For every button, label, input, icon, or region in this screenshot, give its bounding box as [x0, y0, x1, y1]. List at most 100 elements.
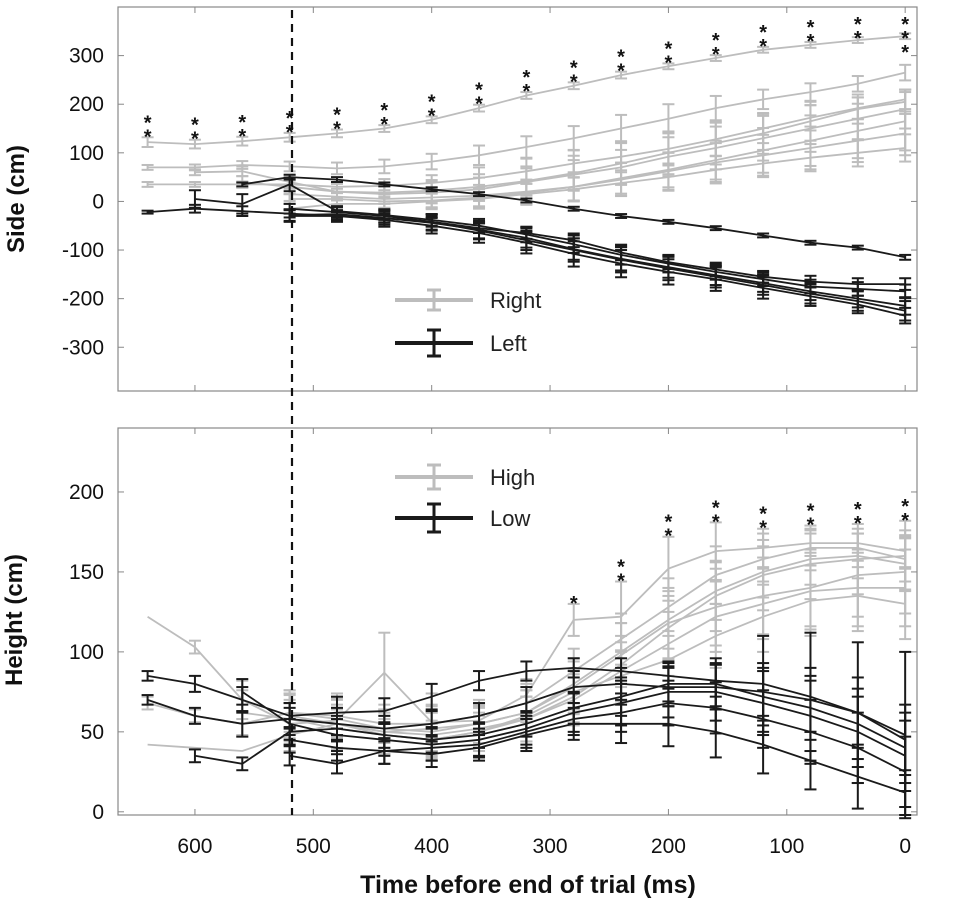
height-significance-star: *: [617, 571, 625, 593]
side-ytick-label: 0: [92, 190, 104, 213]
side-significance-star: *: [665, 38, 673, 60]
height-panel-significance: ***** **** **** **: [570, 496, 909, 615]
height-ytick-label: 100: [69, 641, 104, 664]
legend-label-low: Low: [490, 506, 530, 531]
side-panel-ticks: 300 200 100 0 -100 -200 -300: [62, 7, 917, 391]
side-panel-significance: ****** ** ** ** ** ** ** ** ** ** ** ** *******: [144, 14, 910, 151]
height-significance-star: *: [807, 501, 815, 523]
side-series-left: [236, 173, 912, 261]
legend-label-high: High: [490, 465, 535, 490]
side-series-right: [141, 63, 912, 176]
height-significance-star: *: [570, 593, 578, 615]
height-significance-star: *: [759, 518, 767, 540]
height-series-low: [283, 700, 912, 816]
height-significance-star: *: [901, 496, 909, 518]
side-ytick-label: 200: [69, 93, 104, 116]
side-significance-star: *: [475, 80, 483, 102]
legend-label-left: Left: [490, 331, 527, 356]
side-series-line: [289, 207, 906, 312]
side-significance-star: *: [191, 129, 199, 151]
height-significance-star: *: [617, 557, 625, 579]
height-significance-star: *: [901, 510, 909, 532]
height-xtick-label: 600: [177, 835, 212, 858]
side-significance-star: *: [286, 122, 294, 144]
side-significance-star: *: [759, 22, 767, 44]
height-significance-star: *: [665, 526, 673, 548]
side-significance-star: *: [144, 126, 152, 148]
height-xtick-label: 300: [533, 835, 568, 858]
height-ytick-label: 150: [69, 561, 104, 584]
side-series-line: [194, 183, 906, 293]
side-significance-star: *: [617, 61, 625, 83]
height-ytick-label: 50: [81, 721, 104, 744]
height-panel-y-label: Height (cm): [1, 554, 28, 686]
side-series-line: [289, 215, 906, 317]
height-significance-star: *: [807, 515, 815, 537]
height-series-line: [289, 571, 906, 733]
side-significance-star: *: [522, 67, 530, 89]
side-ytick-label: -300: [62, 336, 104, 359]
height-xtick-label: 500: [296, 835, 331, 858]
side-significance-star: *: [238, 112, 246, 134]
side-series-line: [289, 213, 906, 307]
height-series-line: [289, 722, 906, 794]
side-series-line: [194, 100, 906, 194]
side-significance-star: *: [428, 105, 436, 127]
legend-label-right: Right: [490, 288, 541, 313]
side-significance-star: *: [807, 17, 815, 39]
height-ytick-label: 200: [69, 481, 104, 504]
side-series-right: [141, 32, 912, 150]
side-significance-star: *: [191, 115, 199, 137]
side-ytick-label: -200: [62, 288, 104, 311]
side-significance-star: *: [380, 100, 388, 122]
height-significance-star: *: [665, 512, 673, 534]
height-xtick-label: 100: [769, 835, 804, 858]
side-significance-star: *: [238, 126, 246, 148]
side-significance-star: *: [854, 28, 862, 50]
side-series-left: [283, 209, 912, 325]
side-ytick-label: 100: [69, 142, 104, 165]
side-significance-star: *: [333, 104, 341, 126]
side-significance-star: *: [712, 44, 720, 66]
side-significance-star: *: [759, 36, 767, 58]
side-significance-star: *: [854, 14, 862, 36]
side-ytick-label: -100: [62, 239, 104, 262]
height-significance-star: *: [854, 513, 862, 535]
side-significance-star: *: [428, 91, 436, 113]
side-significance-star: *: [712, 30, 720, 52]
side-significance-star: *: [807, 31, 815, 53]
height-series-line: [289, 702, 906, 773]
side-significance-star: *: [144, 112, 152, 134]
height-significance-star: *: [854, 499, 862, 521]
height-significance-star: *: [712, 511, 720, 533]
side-ytick-label: 300: [69, 45, 104, 68]
side-significance-star: *: [617, 47, 625, 69]
height-panel-frame: [117, 427, 918, 816]
side-significance-star: *: [475, 94, 483, 116]
height-significance-star: *: [712, 497, 720, 519]
side-series-line: [289, 132, 906, 203]
side-significance-star: *: [333, 118, 341, 140]
side-panel-legend: Right Left: [395, 288, 541, 358]
height-ytick-label: 0: [92, 801, 104, 824]
height-xtick-label: 0: [899, 835, 911, 858]
side-panel-series: [141, 32, 912, 325]
side-significance-star: *: [901, 28, 909, 50]
side-significance-star: *: [286, 108, 294, 130]
side-series-line: [289, 147, 906, 210]
side-significance-star: *: [901, 42, 909, 64]
side-significance-star: *: [570, 71, 578, 93]
height-xtick-label: 400: [414, 835, 449, 858]
side-significance-star: *: [570, 57, 578, 79]
height-series-line: [289, 555, 906, 736]
side-significance-star: *: [522, 81, 530, 103]
height-xtick-label: 200: [651, 835, 686, 858]
height-significance-star: *: [759, 504, 767, 526]
side-panel-y-label: Side (cm): [3, 145, 30, 253]
side-significance-star: *: [901, 14, 909, 36]
x-axis-label: Time before end of trial (ms): [360, 871, 696, 899]
